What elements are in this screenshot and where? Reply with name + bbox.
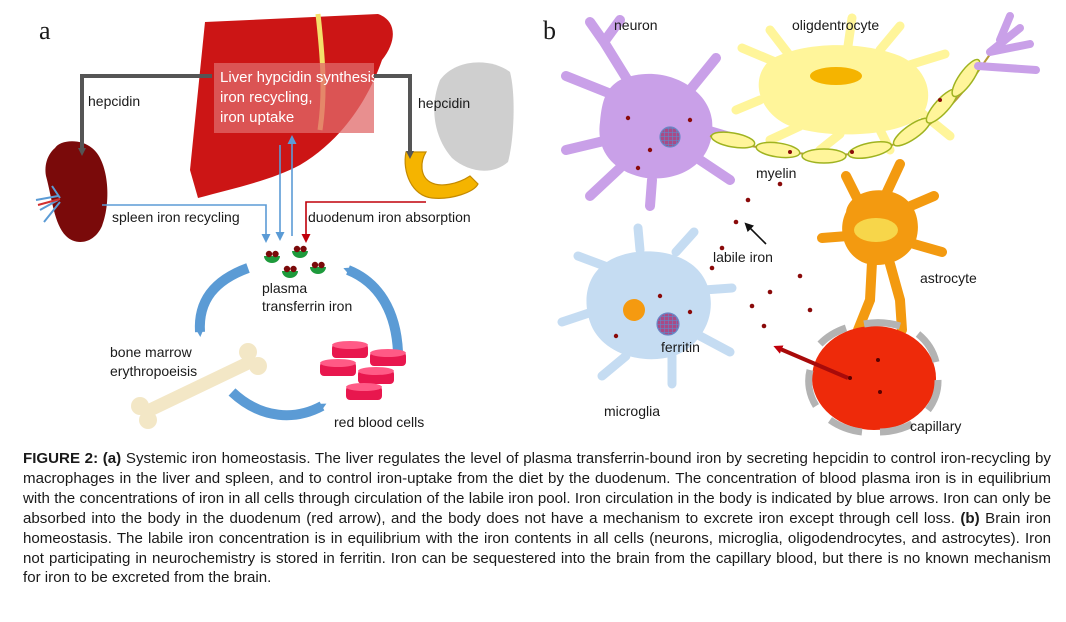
caption-tag-b: (b): [960, 509, 980, 527]
myelin-sheath: [709, 39, 1001, 164]
bone-label-line-1: bone marrow: [110, 344, 193, 360]
capillary-vessel: [805, 319, 942, 436]
circulation-arrow-to-rbc: [228, 388, 327, 421]
astrocyte-label: astrocyte: [920, 270, 977, 286]
caption-lead: FIGURE 2:: [23, 450, 103, 467]
ferritin-label: ferritin: [661, 339, 700, 355]
hepcidin-arrow-right: [374, 74, 414, 159]
plasma-label-line-2: transferrin iron: [262, 298, 352, 314]
labile-iron-label: labile iron: [713, 249, 773, 265]
liver-text-line-3: iron uptake: [220, 109, 294, 126]
oligodendrocyte-cell: [731, 13, 955, 155]
labile-iron-dots: [709, 181, 813, 329]
spleen-label: spleen iron recycling: [112, 209, 240, 225]
iron-homeostasis-figure: a Liver hypcidin synthesis, iron recycli…: [35, 12, 1040, 436]
neuron-cell: [561, 15, 745, 211]
bone-label-line-2: erythropoeisis: [110, 363, 197, 379]
caption-text-a: Systemic iron homeostasis. The liver reg…: [23, 450, 1051, 527]
bone-icon: [131, 343, 267, 429]
labile-iron-pointer-arrow: [744, 222, 767, 245]
oligodendrocyte-label: oligdentrocyte: [792, 17, 879, 33]
transferrin-iron-icons: [264, 245, 326, 278]
duodenum-organ: [404, 151, 479, 199]
duodenum-to-plasma-arrow: [301, 201, 426, 243]
panel-b-letter: b: [543, 16, 556, 45]
duodenum-label: duodenum iron absorption: [308, 209, 471, 225]
axon-terminals: [974, 12, 1040, 74]
spleen-to-plasma-arrow: [102, 204, 271, 243]
stomach-organ: [434, 62, 514, 171]
hepcidin-label-left: hepcidin: [88, 93, 140, 109]
spleen-vessels: [35, 185, 61, 223]
panel-a-letter: a: [39, 16, 51, 45]
caption-tag-a: (a): [102, 450, 122, 467]
plasma-label-line-1: plasma: [262, 280, 307, 296]
microglia-cell: [557, 223, 737, 389]
circulation-arrow-to-plasma: [343, 265, 403, 353]
hepcidin-label-right: hepcidin: [418, 95, 470, 111]
caption-text-b: Brain iron homeostasis. The labile iron …: [23, 509, 1051, 587]
figure-caption: FIGURE 2: (a) Systemic iron homeostasis.…: [23, 449, 1051, 588]
neuron-label: neuron: [614, 17, 658, 33]
liver-organ: [190, 13, 393, 198]
capillary-to-brain-arrow: [773, 345, 849, 380]
red-blood-cells-icon: [320, 341, 406, 400]
astrocyte-cell: [817, 159, 947, 335]
rbc-label: red blood cells: [334, 414, 424, 430]
capillary-label: capillary: [910, 418, 961, 434]
hepcidin-arrow-left: [78, 74, 212, 156]
liver-text-line-2: iron recycling,: [220, 89, 313, 106]
microglia-label: microglia: [604, 403, 660, 419]
circulation-arrow-to-bone: [194, 263, 250, 337]
spleen-organ: [45, 141, 108, 242]
myelin-label: myelin: [756, 165, 796, 181]
liver-text-line-1: Liver hypcidin synthesis,: [220, 69, 383, 86]
